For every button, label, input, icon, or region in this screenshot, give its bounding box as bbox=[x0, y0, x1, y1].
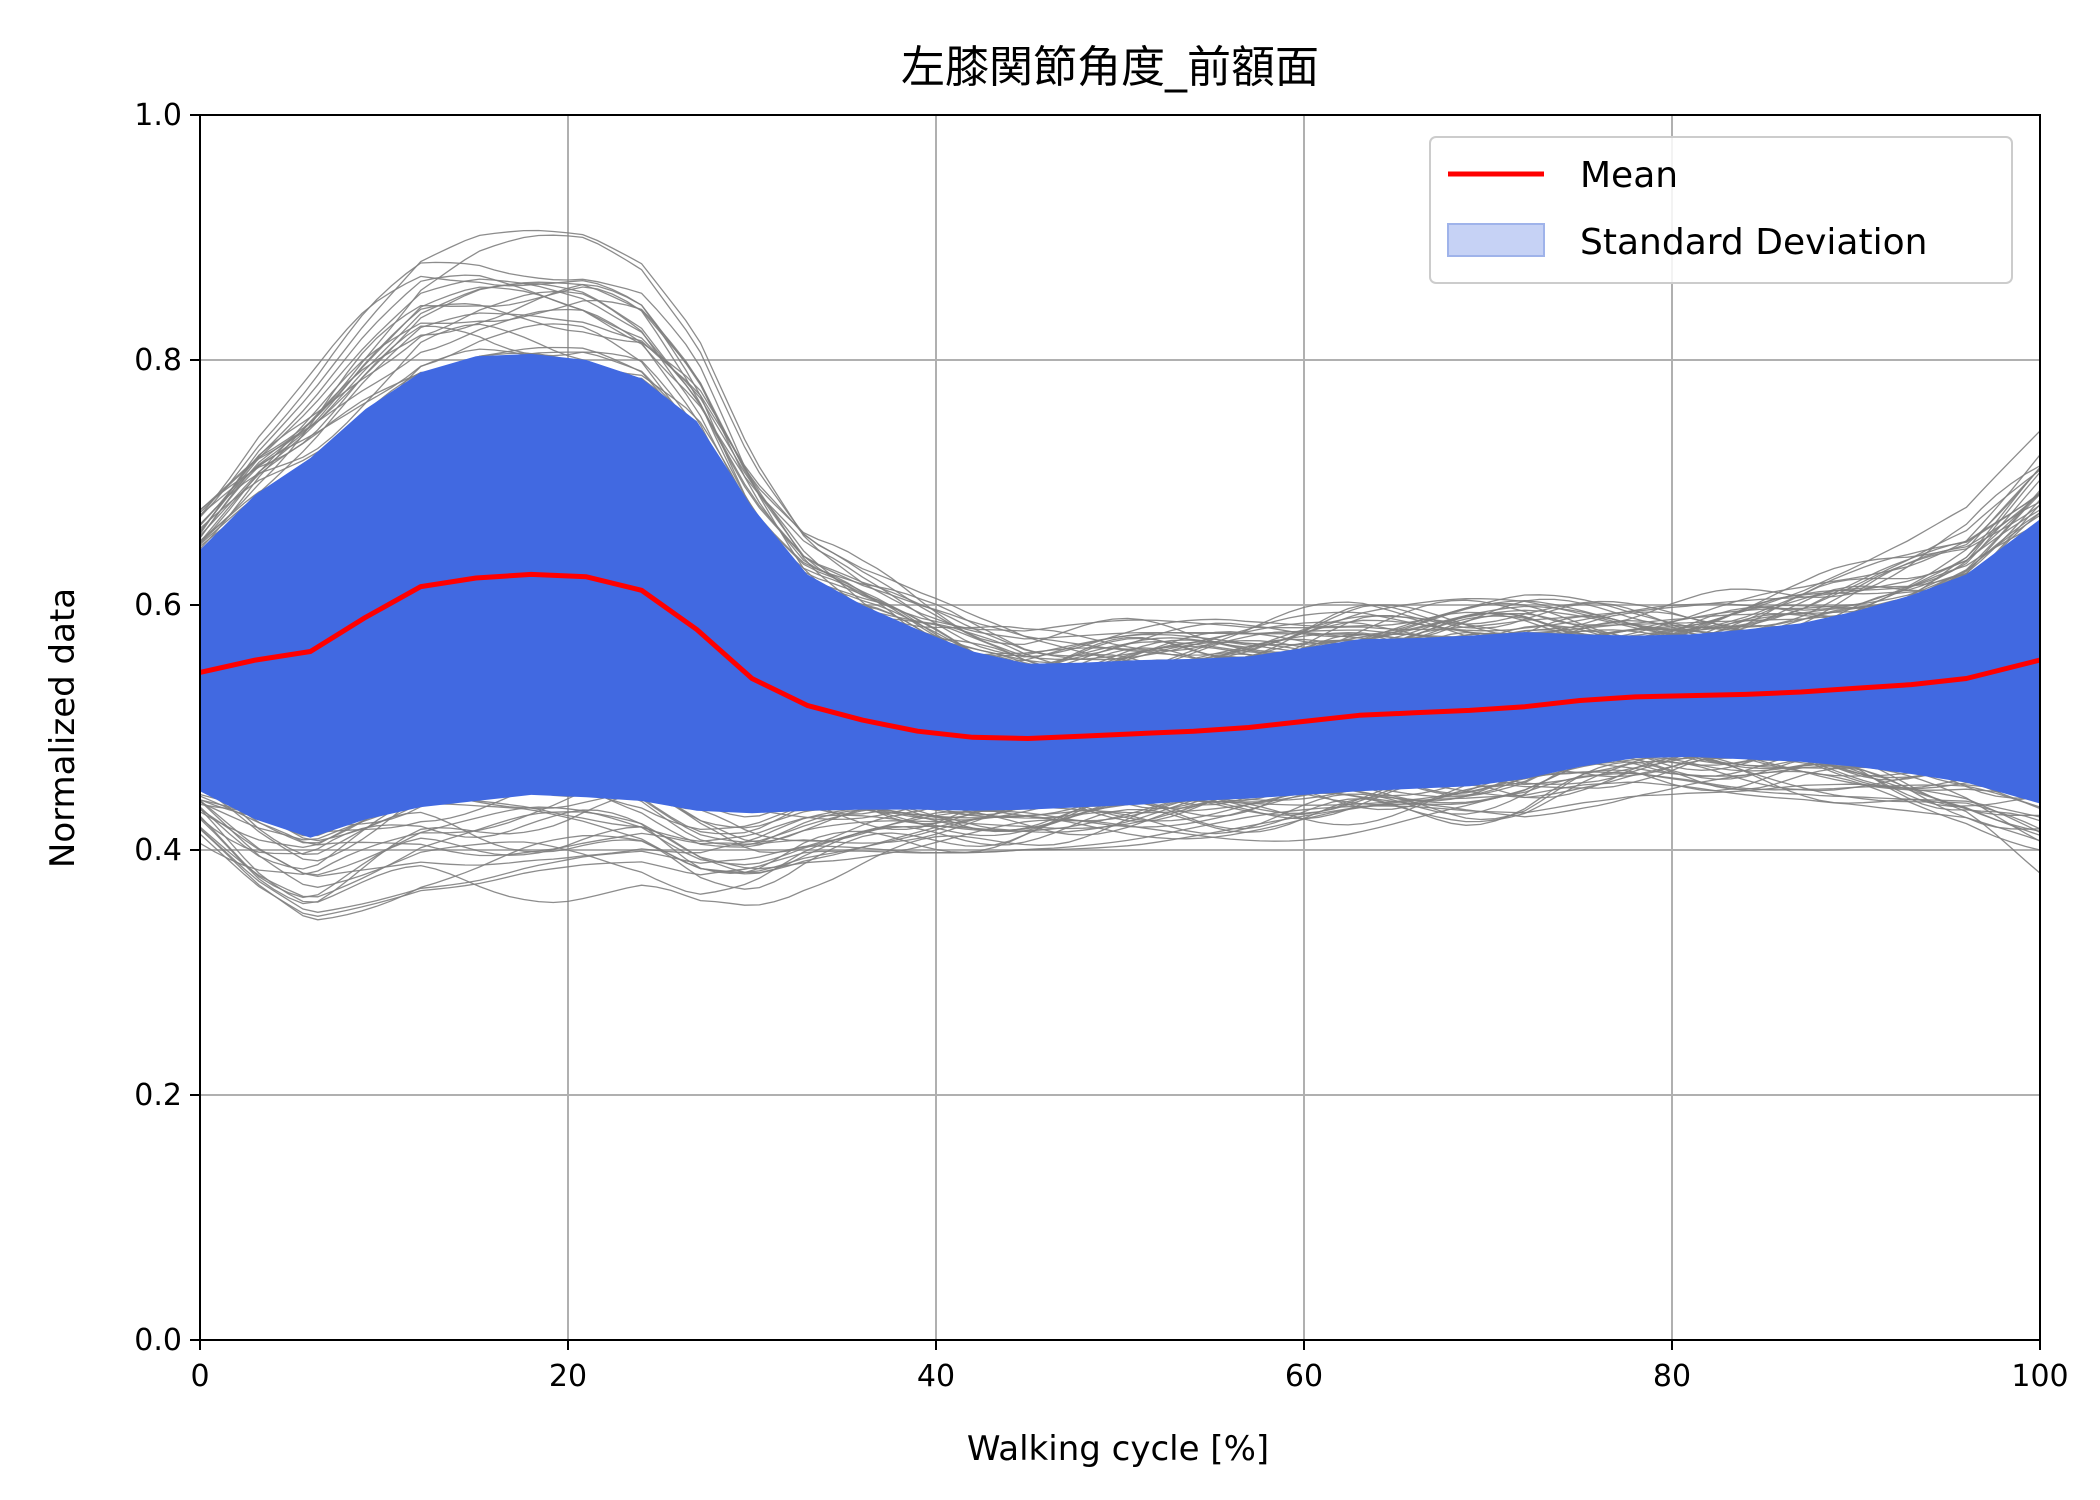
trial-line bbox=[200, 755, 2040, 874]
y-tick-label: 0.4 bbox=[134, 833, 182, 868]
axis-ticks: 0 20 40 60 80 100 0.0 0.2 0.4 0.6 0.8 1.0 bbox=[134, 98, 2068, 1394]
trial-line bbox=[200, 312, 2040, 661]
mean-line-group bbox=[200, 571, 2040, 741]
plot-frame bbox=[199, 114, 2041, 1341]
x-tick-label: 60 bbox=[1285, 1359, 1323, 1394]
std-band bbox=[200, 353, 2040, 838]
legend-box bbox=[1429, 136, 2013, 284]
x-tick-label: 40 bbox=[917, 1359, 955, 1394]
legend: Mean Standard Deviation bbox=[1429, 136, 2013, 284]
legend-std-label: Standard Deviation bbox=[1580, 222, 1927, 263]
trial-line bbox=[200, 772, 2040, 898]
y-tick-label: 1.0 bbox=[134, 98, 182, 133]
legend-mean-label: Mean bbox=[1580, 155, 1678, 196]
x-tick-label: 20 bbox=[549, 1359, 587, 1394]
trial-line bbox=[200, 781, 2040, 917]
trial-line bbox=[200, 770, 2040, 921]
x-tick-label: 0 bbox=[190, 1359, 209, 1394]
std-band-group bbox=[200, 353, 2040, 838]
trial-line bbox=[200, 749, 2040, 895]
x-axis-label: Walking cycle [%] bbox=[967, 1429, 1269, 1469]
y-axis-label: Normalized data bbox=[43, 588, 83, 868]
mean-line bbox=[200, 571, 2040, 741]
x-tick-label: 80 bbox=[1653, 1359, 1691, 1394]
y-tick-label: 0.8 bbox=[134, 343, 182, 378]
trial-line bbox=[200, 274, 2040, 670]
y-tick-label: 0.6 bbox=[134, 588, 182, 623]
trial-line bbox=[200, 234, 2040, 664]
y-tick-label: 0.0 bbox=[134, 1323, 182, 1358]
x-tick-label: 100 bbox=[2011, 1359, 2068, 1394]
chart-title: 左膝関節角度_前額面 bbox=[901, 42, 1319, 93]
legend-std-swatch bbox=[1447, 223, 1545, 257]
y-tick-label: 0.2 bbox=[134, 1078, 182, 1113]
trial-line bbox=[200, 286, 2040, 658]
trial-line bbox=[200, 783, 2040, 913]
trial-line bbox=[200, 299, 2040, 657]
trial-line bbox=[200, 275, 2040, 677]
